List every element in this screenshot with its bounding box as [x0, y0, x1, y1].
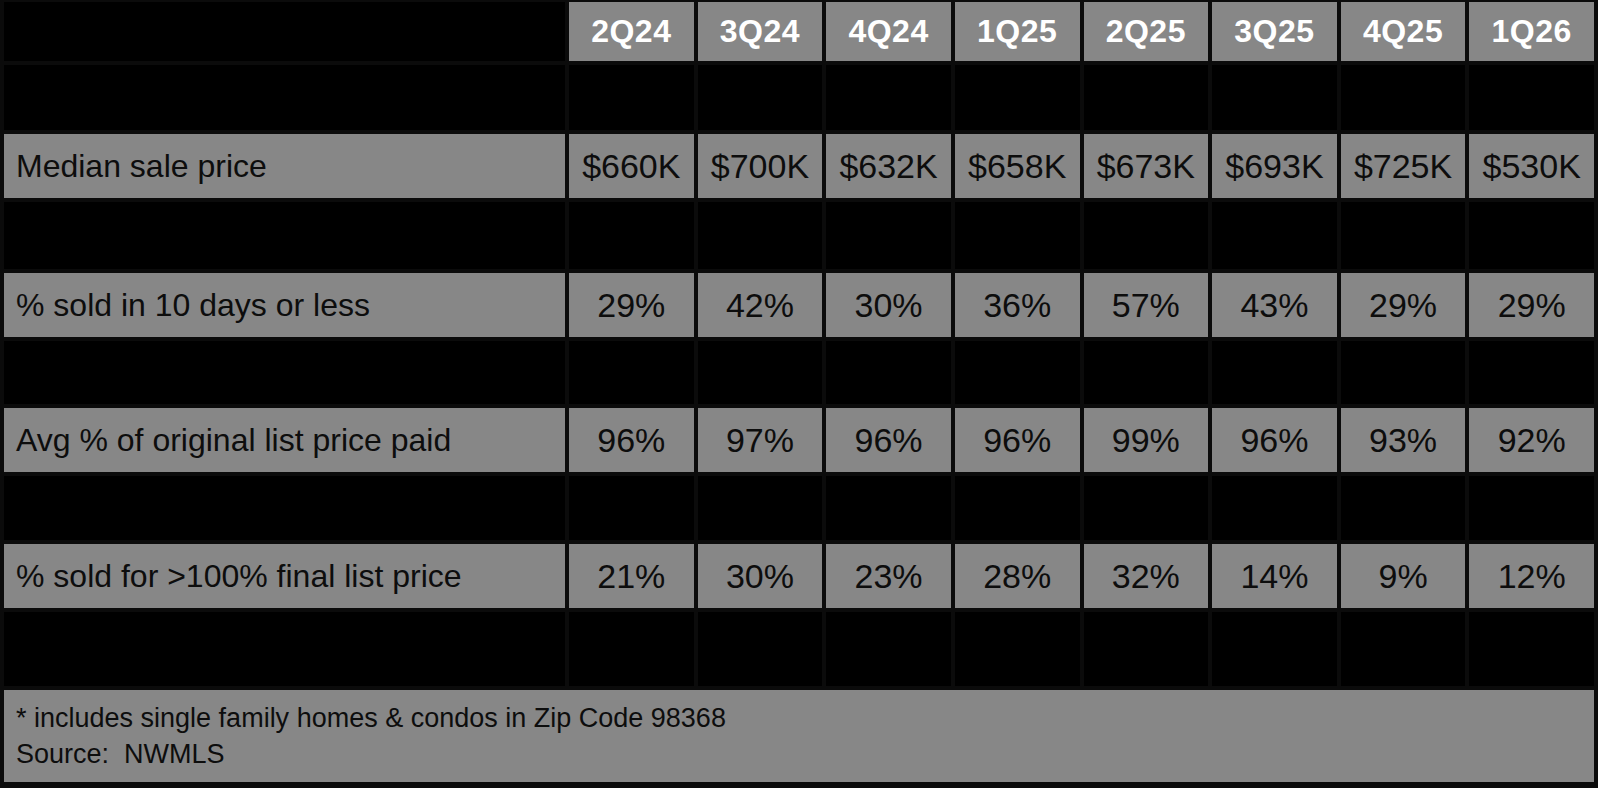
source-text: Source: NWMLS [16, 736, 1594, 772]
spacer-cell [1469, 341, 1594, 404]
spacer-cell [569, 612, 694, 686]
spacer-cell [1341, 612, 1466, 686]
data-cell: 92% [1469, 408, 1594, 472]
header-cell-quarter: 4Q24 [826, 2, 951, 61]
spacer-cell [1341, 65, 1466, 130]
row-label: Median sale price [4, 134, 565, 198]
spacer-cell [4, 341, 565, 404]
header-empty-cell [4, 2, 565, 61]
spacer-cell [569, 341, 694, 404]
spacer-cell [826, 476, 951, 540]
spacer-cell [698, 202, 823, 269]
data-cell: 29% [1469, 273, 1594, 337]
spacer-cell [698, 341, 823, 404]
spacer-cell [955, 341, 1080, 404]
footnote-text: * includes single family homes & condos … [16, 700, 1594, 736]
spacer-cell [1212, 65, 1337, 130]
header-cell-quarter: 4Q25 [1341, 2, 1466, 61]
data-cell: 21% [569, 544, 694, 608]
data-cell: 43% [1212, 273, 1337, 337]
data-cell: 12% [1469, 544, 1594, 608]
data-cell: 93% [1341, 408, 1466, 472]
header-cell-quarter: 2Q25 [1084, 2, 1209, 61]
data-cell: 57% [1084, 273, 1209, 337]
spacer-cell [955, 65, 1080, 130]
spacer-cell [698, 476, 823, 540]
spacer-cell [4, 65, 565, 130]
spacer-cell [826, 341, 951, 404]
spacer-cell [1212, 341, 1337, 404]
data-cell: 32% [1084, 544, 1209, 608]
spacer-cell [826, 65, 951, 130]
spacer-cell [1084, 65, 1209, 130]
spacer-cell [1084, 341, 1209, 404]
spacer-cell [569, 476, 694, 540]
data-cell: $693K [1212, 134, 1337, 198]
spacer-cell [955, 612, 1080, 686]
spacer-cell [1341, 202, 1466, 269]
data-cell: 29% [569, 273, 694, 337]
data-cell: 14% [1212, 544, 1337, 608]
spacer-cell [826, 202, 951, 269]
data-cell: 96% [1212, 408, 1337, 472]
header-cell-quarter: 3Q25 [1212, 2, 1337, 61]
data-cell: 97% [698, 408, 823, 472]
data-cell: $660K [569, 134, 694, 198]
spacer-cell [1084, 202, 1209, 269]
spacer-cell [1469, 65, 1594, 130]
header-cell-quarter: 3Q24 [698, 2, 823, 61]
data-cell: 36% [955, 273, 1080, 337]
header-cell-quarter: 1Q26 [1469, 2, 1594, 61]
header-cell-quarter: 2Q24 [569, 2, 694, 61]
data-cell: 28% [955, 544, 1080, 608]
row-label: Avg % of original list price paid [4, 408, 565, 472]
data-cell: $725K [1341, 134, 1466, 198]
header-cell-quarter: 1Q25 [955, 2, 1080, 61]
data-cell: 29% [1341, 273, 1466, 337]
spacer-cell [1469, 476, 1594, 540]
spacer-cell [569, 65, 694, 130]
spacer-cell [1341, 476, 1466, 540]
spacer-cell [955, 476, 1080, 540]
spacer-cell [4, 612, 565, 686]
data-cell: 99% [1084, 408, 1209, 472]
spacer-cell [1212, 612, 1337, 686]
quarterly-stats-table: 2Q24 3Q24 4Q24 1Q25 2Q25 3Q25 4Q25 1Q26 … [0, 0, 1598, 788]
data-cell: 96% [569, 408, 694, 472]
data-cell: 9% [1341, 544, 1466, 608]
spacer-cell [1212, 476, 1337, 540]
spacer-cell [1469, 612, 1594, 686]
spacer-cell [4, 202, 565, 269]
spacer-cell [1469, 202, 1594, 269]
spacer-cell [826, 612, 951, 686]
spacer-cell [955, 202, 1080, 269]
row-label: % sold for >100% final list price [4, 544, 565, 608]
spacer-cell [4, 476, 565, 540]
data-cell: 96% [955, 408, 1080, 472]
spacer-cell [1084, 612, 1209, 686]
spacer-cell [1084, 476, 1209, 540]
data-cell: 30% [826, 273, 951, 337]
spacer-cell [1341, 341, 1466, 404]
data-cell: $530K [1469, 134, 1594, 198]
data-cell: $632K [826, 134, 951, 198]
spacer-cell [698, 65, 823, 130]
data-cell: 96% [826, 408, 951, 472]
data-cell: $700K [698, 134, 823, 198]
row-label: % sold in 10 days or less [4, 273, 565, 337]
spacer-cell [1212, 202, 1337, 269]
data-cell: 42% [698, 273, 823, 337]
data-cell: 30% [698, 544, 823, 608]
data-cell: $658K [955, 134, 1080, 198]
data-cell: $673K [1084, 134, 1209, 198]
table-footer: * includes single family homes & condos … [4, 690, 1594, 782]
data-cell: 23% [826, 544, 951, 608]
spacer-cell [569, 202, 694, 269]
spacer-cell [698, 612, 823, 686]
